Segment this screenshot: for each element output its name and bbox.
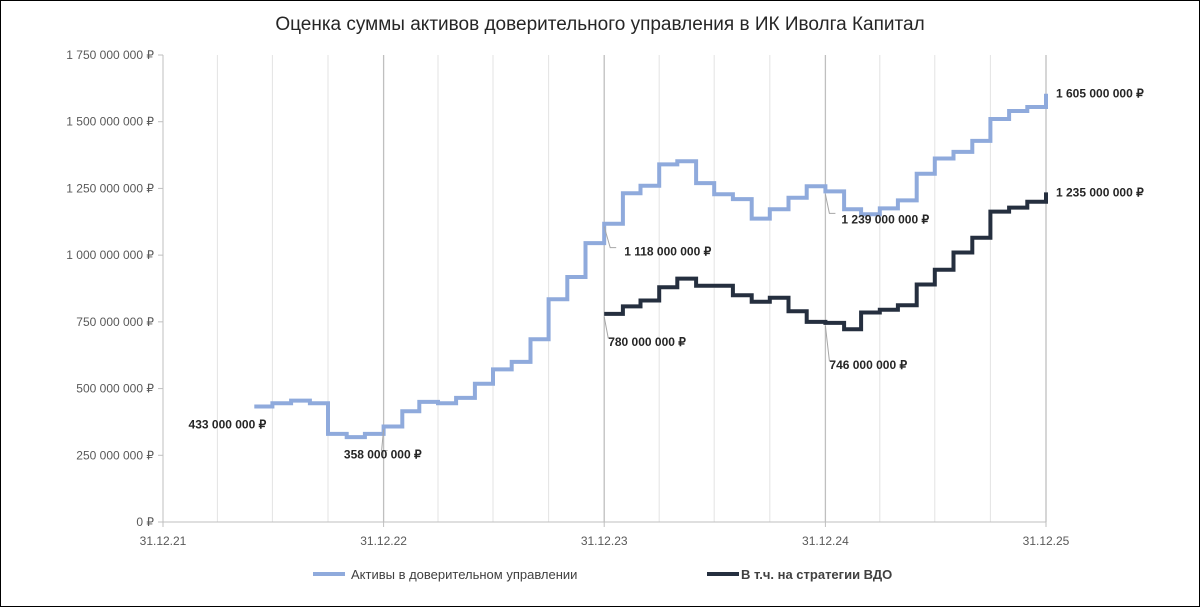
data-label: 780 000 000 ₽ [608,335,686,349]
data-label: 358 000 000 ₽ [344,447,422,461]
y-tick-label: 1 000 000 000 ₽ [66,248,154,262]
x-tick-label: 31.12.21 [140,534,187,548]
y-tick-label: 1 250 000 000 ₽ [66,181,154,195]
data-label-leader [603,316,615,339]
data-label: 746 000 000 ₽ [829,358,907,372]
y-tick-label: 1 500 000 000 ₽ [66,115,154,129]
data-label-leader [603,226,617,249]
data-label: 1 235 000 000 ₽ [1056,185,1144,199]
series-line-vdo [604,192,1048,332]
data-label-leader [824,325,836,362]
series-line-assets [254,93,1048,440]
legend: Активы в доверительном управлении В т.ч. … [313,567,892,582]
grid [216,55,1047,522]
data-label: 1 118 000 000 ₽ [624,245,711,259]
data-label: 1 605 000 000 ₽ [1056,87,1144,101]
y-tick-label: 500 000 000 ₽ [76,382,154,396]
x-tick-label: 31.12.24 [802,534,849,548]
series [254,93,1048,440]
y-tick-label: 250 000 000 ₽ [76,448,154,462]
y-tick-label: 750 000 000 ₽ [76,315,154,329]
data-label-leader [824,194,836,214]
data-label-leader [381,429,388,451]
axes: 0 ₽ 250 000 000 ₽ 500 000 000 ₽ 750 000 000… [66,48,1069,548]
y-tick-label: 1 750 000 000 ₽ [66,48,154,62]
x-tick-label: 31.12.22 [360,534,407,548]
y-tick-label: 0 ₽ [136,515,154,529]
legend-label-vdo: В т.ч. на стратегии ВДО [741,567,892,582]
data-label: 433 000 000 ₽ [189,417,267,431]
x-tick-label: 31.12.25 [1023,534,1070,548]
x-tick-label: 31.12.23 [581,534,628,548]
data-labels: 433 000 000 ₽ 358 000 000 ₽ 1 118 000 000 … [189,87,1145,462]
data-label: 1 239 000 000 ₽ [841,212,929,226]
chart-title: Оценка суммы активов доверительного упра… [275,14,924,35]
legend-label-assets: Активы в доверительном управлении [351,567,577,582]
